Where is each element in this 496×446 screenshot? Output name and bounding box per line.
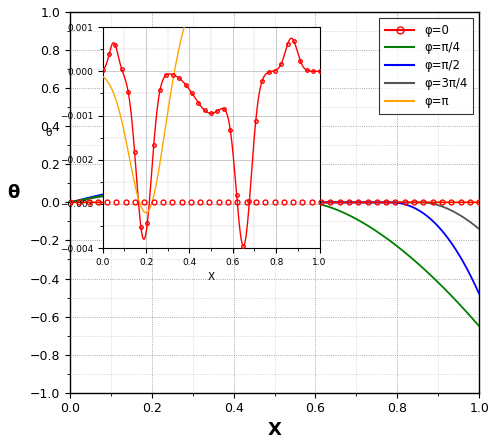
Y-axis label: θ: θ (7, 184, 19, 202)
Legend: φ=0, φ=π/4, φ=π/2, φ=3π/4, φ=π: φ=0, φ=π/4, φ=π/2, φ=3π/4, φ=π (379, 18, 473, 114)
X-axis label: X: X (268, 421, 281, 439)
